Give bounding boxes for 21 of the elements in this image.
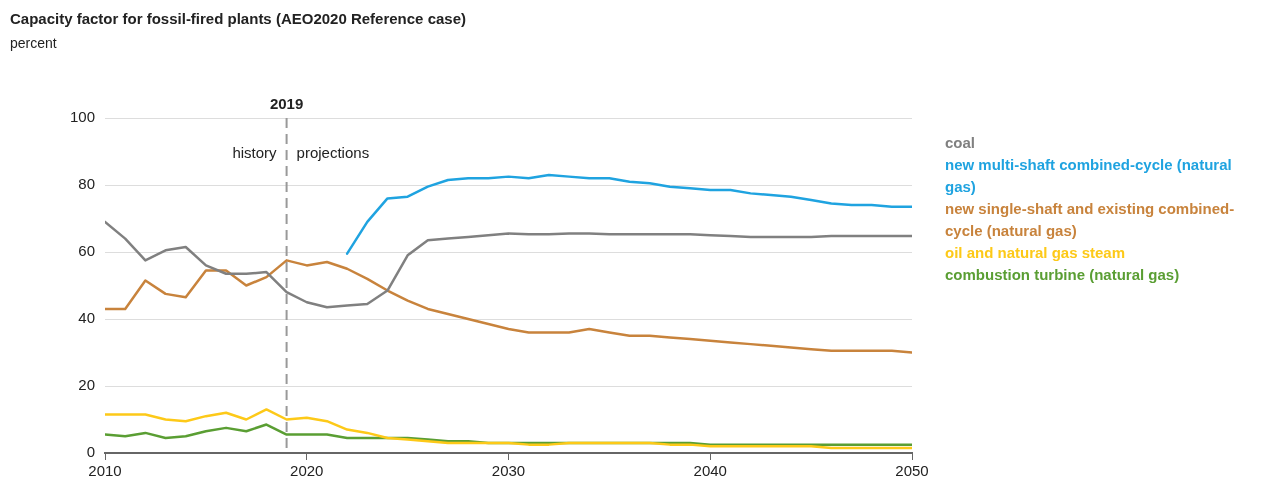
text: coal (945, 133, 976, 153)
annotation: projections (296, 144, 370, 162)
y-tick-label: 0 (86, 443, 96, 461)
y-tick-label: 80 (78, 175, 96, 193)
x-tick-label: 2050 (895, 462, 929, 480)
text: new multi-shaft combined-cycle (natural gas) (945, 155, 1233, 197)
x-tick-label: 2010 (88, 462, 122, 480)
y-axis-title: percent (10, 35, 57, 51)
text: combustion turbine (natural gas) (945, 265, 1181, 285)
x-tick-label: 2040 (693, 462, 727, 480)
x-tick-label: 2030 (491, 462, 526, 480)
x-tick-label: 2020 (290, 462, 324, 480)
annotation: history (232, 144, 278, 162)
ref-line-label: 2019 (269, 94, 304, 112)
y-tick-label: 100 (70, 108, 96, 126)
y-tick-label: 60 (78, 242, 96, 260)
y-tick-label: 40 (78, 309, 96, 327)
chart-title: Capacity factor for fossil-fired plants (AEO2020 Reference case) (10, 10, 466, 27)
text: new single-shaft and existing combined-cycle (natural gas) (945, 199, 1236, 241)
text: oil and natural gas steam (945, 243, 1127, 263)
y-tick-label: 20 (78, 376, 96, 394)
